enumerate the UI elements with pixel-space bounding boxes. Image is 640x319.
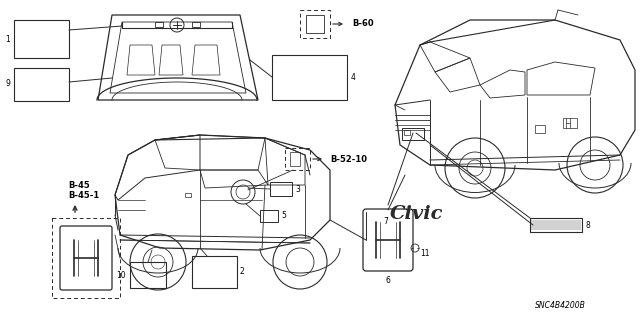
Bar [192, 256, 237, 288]
Bar [260, 210, 278, 222]
Text: Civic: Civic [390, 205, 444, 223]
Bar [563, 118, 577, 128]
Bar [530, 218, 582, 232]
Text: 5: 5 [281, 211, 286, 220]
Text: 9: 9 [5, 79, 10, 88]
Text: B-52-10: B-52-10 [330, 154, 367, 164]
Text: 3: 3 [295, 184, 300, 194]
Text: 7: 7 [383, 218, 388, 226]
Text: B-45-1: B-45-1 [68, 190, 99, 199]
Bar [306, 15, 324, 33]
Text: B-45: B-45 [68, 181, 90, 189]
Bar [270, 182, 292, 196]
Bar [155, 22, 163, 27]
Bar [285, 148, 310, 170]
Bar [535, 125, 545, 133]
Bar [14, 68, 69, 101]
Text: B-60: B-60 [352, 19, 374, 28]
Text: 2: 2 [240, 268, 244, 277]
Bar [402, 128, 424, 140]
Bar [404, 130, 410, 135]
Bar [192, 22, 200, 27]
Text: 10: 10 [116, 271, 126, 279]
Text: 1: 1 [5, 34, 10, 43]
Bar [130, 262, 166, 288]
Bar [300, 10, 330, 38]
Text: 6: 6 [385, 276, 390, 285]
Text: 8: 8 [585, 220, 589, 229]
Bar [290, 152, 300, 166]
Bar [52, 218, 120, 298]
Text: 4: 4 [351, 72, 356, 81]
Bar [272, 55, 347, 100]
Text: 11: 11 [420, 249, 429, 258]
Text: SNC4B4200B: SNC4B4200B [534, 300, 586, 309]
Bar [185, 193, 191, 197]
Bar [14, 20, 69, 58]
